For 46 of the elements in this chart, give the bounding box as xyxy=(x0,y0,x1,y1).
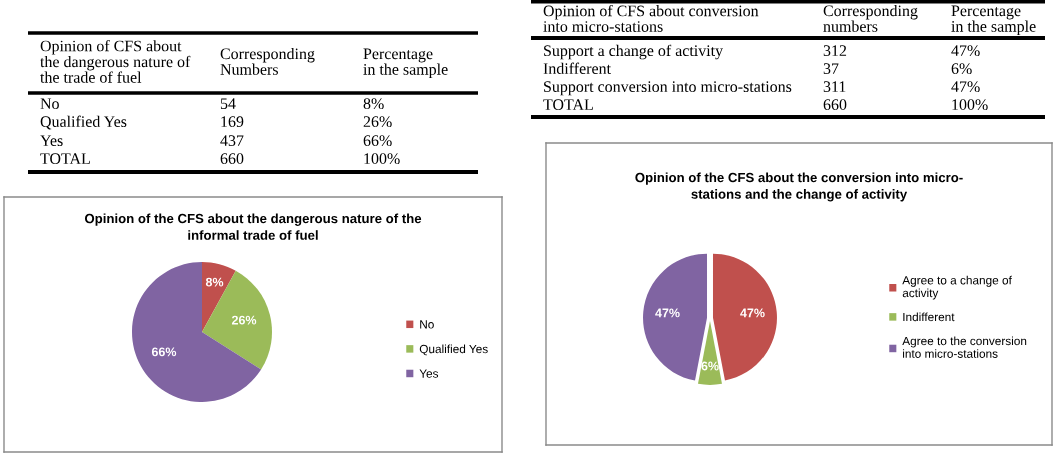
text: Corresponding numbers xyxy=(823,4,918,32)
category-label: TOTAL xyxy=(543,99,593,110)
data-label: 100% xyxy=(364,153,400,165)
category-label: Support conversion into micro-stations xyxy=(544,81,792,96)
data-label: 26% xyxy=(363,116,392,128)
category-label: Support a change of activity xyxy=(544,44,724,60)
legend-label: Agree to a change of activity xyxy=(902,275,1012,300)
text: Opinion of CFS about conversion into micro-stations xyxy=(543,4,759,32)
legend-label: No xyxy=(420,320,434,329)
data-label: 437 xyxy=(220,135,244,146)
data-label: 54 xyxy=(220,98,236,109)
data-label: 6% xyxy=(951,63,972,75)
legend-label: Agree to the conversion into micro-stations xyxy=(902,336,1027,358)
text: Corresponding Numbers xyxy=(220,47,315,75)
data-label: 8% xyxy=(205,277,224,287)
data-label: 311 xyxy=(823,81,846,92)
data-label: 47% xyxy=(951,81,980,93)
data-label: 100% xyxy=(952,99,988,111)
data-label: 6% xyxy=(701,361,719,371)
category-label: Qualified Yes xyxy=(40,115,127,130)
data-label: 66% xyxy=(363,135,392,147)
text: Percentage in the sample xyxy=(951,5,1036,36)
data-label: 47% xyxy=(655,308,680,318)
category-label: TOTAL xyxy=(40,153,90,164)
data-label: 312 xyxy=(823,45,847,56)
data-label: 47% xyxy=(740,308,765,318)
data-label: 47% xyxy=(951,45,980,57)
data-label: 66% xyxy=(151,347,177,357)
data-label: 660 xyxy=(220,153,244,164)
category-label: Yes xyxy=(40,135,63,146)
pie-slice xyxy=(132,262,262,402)
category-label: Indifferent xyxy=(543,62,611,74)
text: Percentage in the sample xyxy=(363,48,448,79)
chart-title: Opinion of the CFS about the dangerous nature of the informal trade of fuel xyxy=(84,213,422,240)
legend-label: Indifferent xyxy=(903,312,955,322)
data-label: 8% xyxy=(363,98,384,110)
pie-slice xyxy=(202,270,272,370)
category-label: No xyxy=(40,98,59,109)
legend-label: Yes xyxy=(419,369,439,378)
data-label: 169 xyxy=(221,116,244,127)
data-label: 37 xyxy=(823,63,839,74)
text: Opinion of CFS about the dangerous nature of the trade of fuel xyxy=(40,39,191,83)
data-label: 660 xyxy=(823,99,847,110)
legend-label: Qualified Yes xyxy=(419,344,488,356)
chart-title: Opinion of the CFS about the conversion into micro- stations and the change of activity xyxy=(635,172,963,202)
data-label: 26% xyxy=(231,315,257,325)
